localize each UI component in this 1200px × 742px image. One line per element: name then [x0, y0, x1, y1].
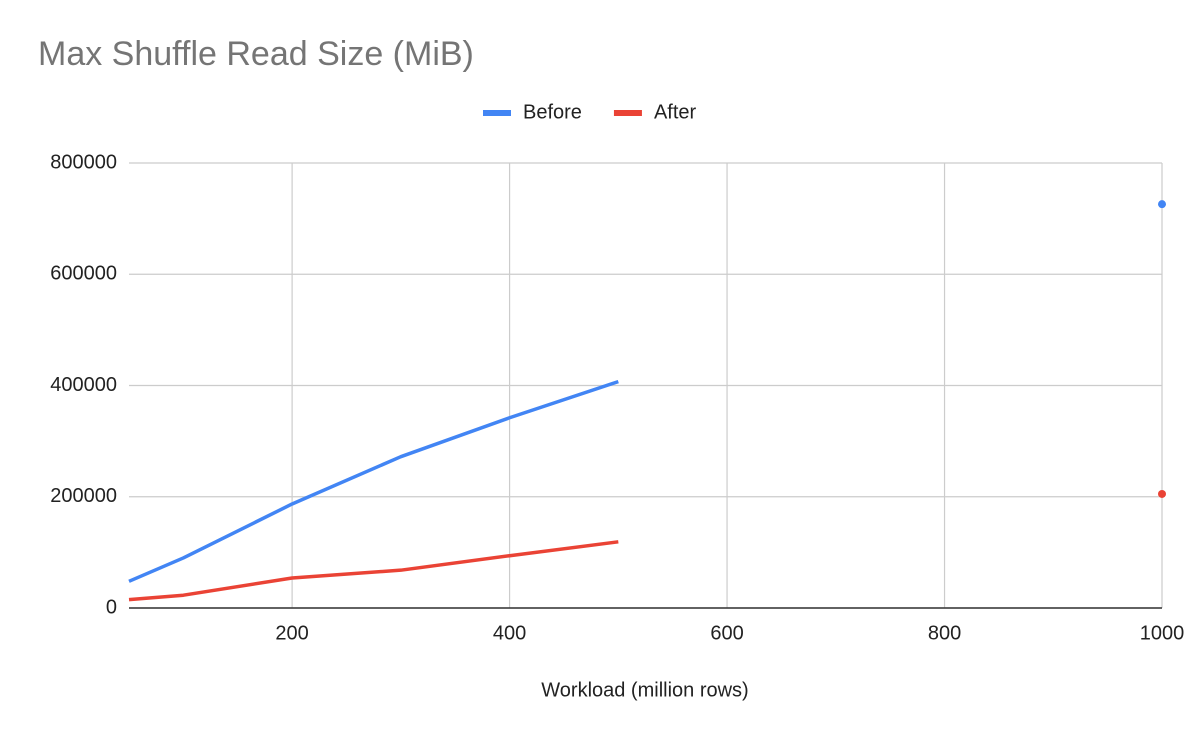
chart-title: Max Shuffle Read Size (MiB)	[38, 35, 474, 73]
series-line	[128, 540, 619, 602]
legend-label: After	[654, 101, 697, 123]
data-point	[1158, 489, 1166, 498]
y-tick-label: 200000	[50, 485, 117, 507]
data-point	[1158, 200, 1166, 209]
x-axis-title: Workload (million rows)	[541, 679, 748, 701]
x-tick-label: 800	[928, 622, 961, 644]
y-tick-label: 400000	[50, 374, 117, 396]
y-tick-label: 600000	[50, 263, 117, 285]
legend-label: Before	[523, 101, 582, 123]
series-line	[128, 379, 619, 583]
y-tick-label: 800000	[50, 151, 117, 173]
y-tick-label: 0	[106, 596, 117, 618]
x-tick-label: 200	[275, 622, 308, 644]
x-tick-label: 400	[493, 622, 526, 644]
x-tick-label: 1000	[1140, 622, 1185, 644]
x-tick-label: 600	[710, 622, 743, 644]
